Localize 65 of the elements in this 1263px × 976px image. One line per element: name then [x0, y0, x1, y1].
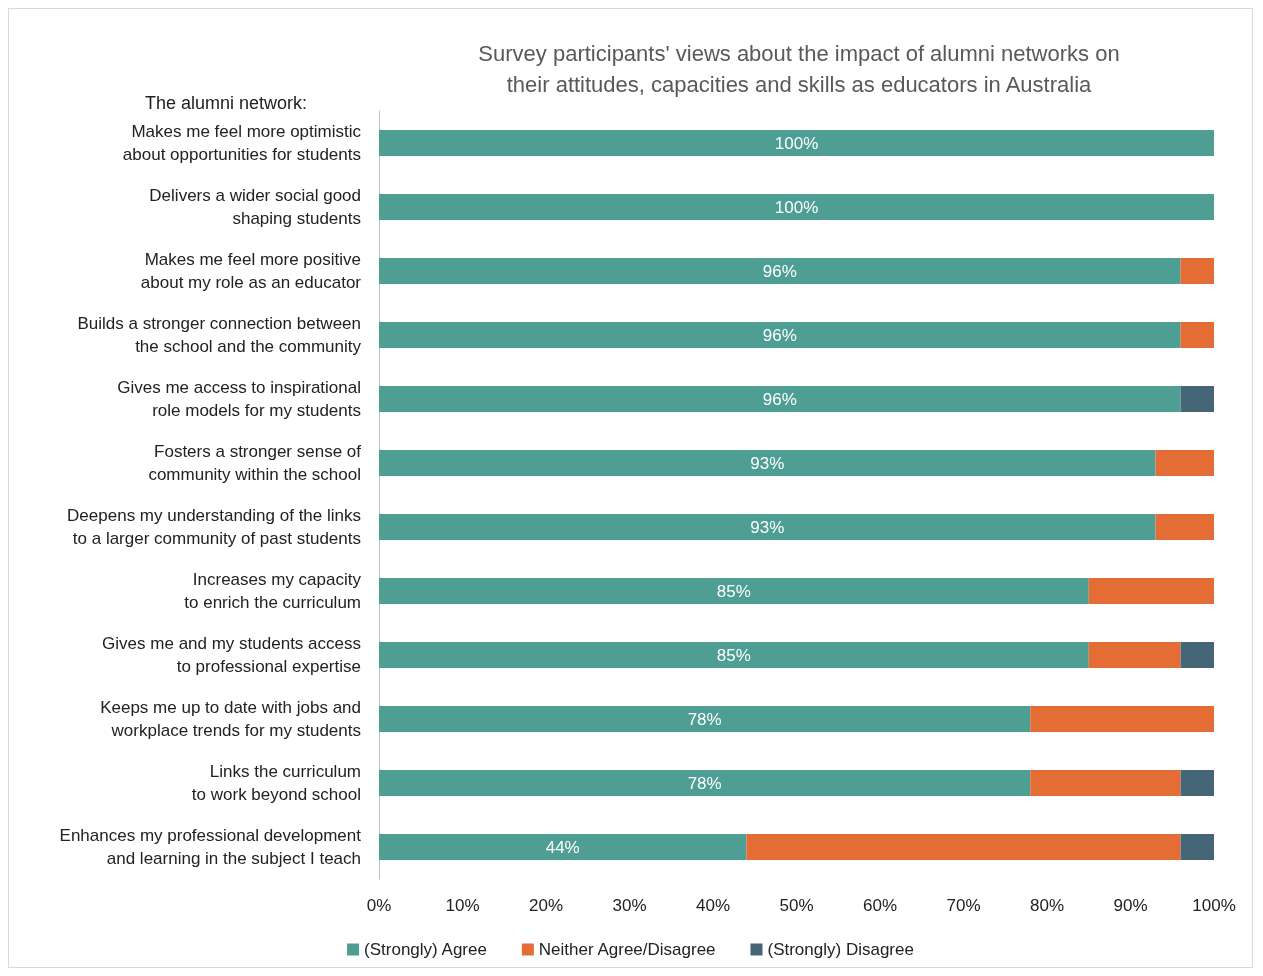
bar	[379, 706, 1031, 732]
bar	[1180, 770, 1214, 796]
bar	[379, 386, 1181, 412]
bar	[746, 834, 1181, 860]
data-label: 96%	[762, 325, 797, 345]
bar	[1180, 642, 1214, 668]
bar	[1180, 386, 1214, 412]
y-tick-label: Links the curriculum to work beyond school	[191, 762, 361, 804]
y-tick-label: Enhances my professional development and learning in the subject I teach	[59, 826, 362, 868]
y-tick-label: Gives me access to inspirational role models for my students	[117, 378, 361, 420]
y-tick-label: Builds a stronger connection between the school and the community	[77, 314, 362, 356]
text: The alumni network:	[144, 93, 308, 113]
y-tick-label: Delivers a wider social good shaping students	[149, 186, 361, 228]
bar	[379, 514, 1156, 540]
x-tick-label: 60%	[862, 896, 898, 915]
data-label: 96%	[762, 389, 797, 409]
data-label: 85%	[716, 581, 751, 601]
data-label: 44%	[545, 837, 580, 857]
chart-title: Survey participants' views about the impact of alumni networks on their attitudes, capacities and skills as educators in Australia	[478, 41, 1120, 97]
y-tick-label: Deepens my understanding of the links to a larger community of past students	[67, 506, 361, 548]
data-label: 78%	[687, 709, 722, 729]
y-tick-label: Fosters a stronger sense of community within the school	[148, 442, 362, 484]
y-tick-label: Gives me and my students access to professional expertise	[102, 634, 361, 676]
bar	[1180, 834, 1214, 860]
x-tick-label: 20%	[528, 896, 564, 915]
x-tick-label: 30%	[612, 896, 647, 915]
data-label: 78%	[687, 773, 722, 793]
bar	[379, 834, 747, 860]
data-label: 100%	[774, 133, 819, 153]
bar	[379, 578, 1089, 604]
bar	[1155, 514, 1214, 540]
x-tick-label: 0%	[366, 896, 392, 915]
data-label: 93%	[750, 453, 785, 473]
bar	[379, 450, 1156, 476]
bar	[379, 642, 1089, 668]
x-tick-label: 90%	[1113, 896, 1148, 915]
bar	[1155, 450, 1214, 476]
bar	[1088, 642, 1181, 668]
data-label: 93%	[750, 517, 785, 537]
bar	[1180, 258, 1214, 284]
y-tick-label: Makes me feel more positive about my role as an educator	[140, 250, 362, 292]
data-label: 85%	[716, 645, 751, 665]
data-label: 100%	[774, 197, 819, 217]
legend-label: Neither Agree/Disagree	[538, 940, 716, 959]
bar	[1180, 322, 1214, 348]
bar	[1088, 578, 1214, 604]
data-label: 96%	[762, 261, 797, 281]
bar	[1030, 770, 1181, 796]
bar	[379, 130, 1214, 156]
y-tick-label: Increases my capacity to enrich the curriculum	[184, 570, 362, 612]
y-tick-label: Makes me feel more optimistic about opportunities for students	[122, 122, 362, 164]
bar	[1030, 706, 1214, 732]
x-tick-label: 50%	[779, 896, 814, 915]
x-tick-label: 80%	[1029, 896, 1065, 915]
y-tick-label: Keeps me up to date with jobs and workplace trends for my students	[100, 698, 361, 740]
bar	[379, 770, 1031, 796]
x-tick-label: 70%	[946, 896, 981, 915]
legend-label: (Strongly) Disagree	[767, 940, 914, 959]
x-tick-label: 40%	[695, 896, 731, 915]
legend-label: (Strongly) Agree	[364, 940, 487, 959]
x-tick-label: 10%	[445, 896, 480, 915]
bar	[379, 194, 1214, 220]
bar	[379, 258, 1181, 284]
x-tick-label: 100%	[1192, 896, 1236, 915]
bar	[379, 322, 1181, 348]
